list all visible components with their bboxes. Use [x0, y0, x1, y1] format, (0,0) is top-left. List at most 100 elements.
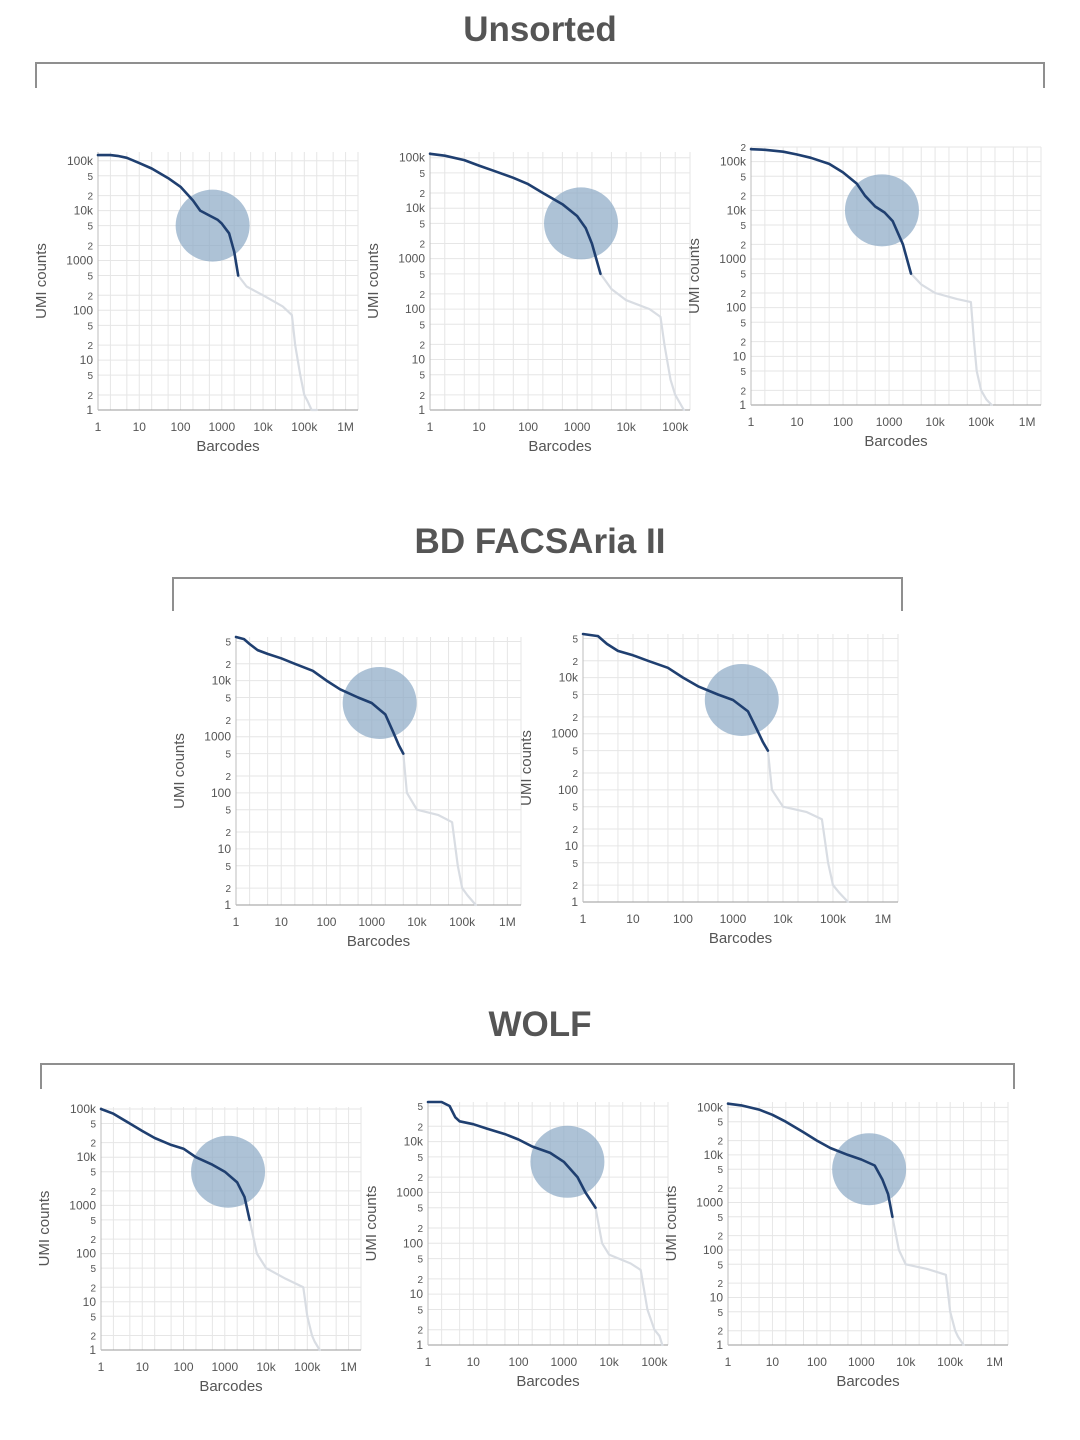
x-tick-label: 10k [253, 420, 273, 434]
y-tick-label: 2 [419, 340, 425, 351]
y-tick-label: 1000 [69, 1198, 96, 1212]
y-tick-label: 5 [87, 371, 93, 382]
y-tick-label: 2 [419, 391, 425, 402]
cells-curve [749, 147, 913, 275]
cells-curve [99, 1107, 251, 1222]
y-tick-label: 5 [740, 221, 746, 232]
y-tick-label: 2 [740, 192, 746, 203]
y-tick-label: 2 [90, 1283, 96, 1294]
y-tick-label: 1 [89, 1343, 96, 1357]
grid [97, 152, 359, 411]
cells-curve [96, 153, 240, 277]
x-tick-label: 100 [833, 415, 853, 429]
y-tick-label: 1000 [551, 727, 578, 741]
background-curve [248, 1218, 321, 1352]
x-tick-label: 10k [617, 420, 637, 434]
y-tick-label: 10 [80, 353, 94, 367]
y-tick-label: 5 [225, 637, 231, 648]
y-tick-label: 2 [417, 1224, 423, 1235]
x-tick-label: 1M [337, 420, 354, 434]
x-axis-label: Barcodes [836, 1373, 899, 1390]
x-tick-label: 10k [599, 1355, 619, 1369]
x-axis-label: Barcodes [516, 1373, 579, 1390]
y-tick-label: 100 [726, 301, 746, 315]
x-tick-label: 100 [518, 420, 538, 434]
y-tick-label: 100 [73, 303, 93, 317]
x-tick-label: 1 [233, 915, 240, 929]
y-tick-label: 1 [86, 403, 93, 417]
cells-curve [726, 1102, 894, 1219]
y-tick-label: 2 [87, 341, 93, 352]
y-tick-label: 5 [419, 270, 425, 281]
y-tick-label: 2 [90, 1331, 96, 1342]
y-tick-label: 10k [727, 203, 747, 217]
y-tick-label: 2 [87, 391, 93, 402]
y-tick-label: 2 [90, 1139, 96, 1150]
y-tick-label: 1000 [398, 252, 425, 266]
x-tick-label: 10 [136, 1360, 150, 1374]
x-tick-label: 10k [773, 912, 793, 926]
y-tick-label: 10 [410, 1287, 424, 1301]
y-tick-label: 2 [87, 241, 93, 252]
y-tick-label: 2 [419, 189, 425, 200]
y-tick-label: 1000 [66, 253, 93, 267]
y-tick-label: 1 [418, 403, 425, 417]
y-tick-label: 5 [740, 270, 746, 281]
y-tick-label: 5 [417, 1305, 423, 1316]
y-tick-label: 5 [417, 1153, 423, 1164]
y-tick-label: 10 [83, 1295, 97, 1309]
x-tick-label: 100k [449, 915, 476, 929]
x-tick-label: 100k [968, 415, 995, 429]
x-tick-label: 1 [425, 1355, 432, 1369]
y-tick-label: 100k [697, 1100, 724, 1114]
y-tick-label: 5 [419, 169, 425, 180]
cells-curve [428, 152, 602, 276]
x-tick-label: 1000 [358, 915, 385, 929]
y-tick-label: 5 [87, 172, 93, 183]
y-tick-label: 2 [225, 660, 231, 671]
y-tick-label: 100 [558, 783, 578, 797]
y-axis-label: UMI counts [686, 238, 703, 314]
cells-curve [234, 635, 405, 755]
x-tick-label: 1 [580, 912, 587, 926]
x-tick-label: 10 [133, 420, 147, 434]
x-tick-label: 100k [937, 1355, 964, 1369]
x-tick-label: 1000 [550, 1355, 577, 1369]
x-axis-label: Barcodes [709, 930, 772, 947]
background-curve [909, 272, 993, 407]
cell-knee-highlight [530, 1125, 605, 1198]
y-tick-label: 2 [740, 289, 746, 300]
x-axis-label: Barcodes [528, 438, 591, 455]
y-tick-label: 100k [720, 155, 747, 169]
y-tick-label: 1 [224, 898, 231, 912]
y-tick-label: 1000 [719, 252, 746, 266]
y-tick-label: 5 [417, 1255, 423, 1266]
y-tick-label: 5 [419, 371, 425, 382]
y-tick-label: 2 [225, 716, 231, 727]
y-tick-label: 1 [571, 895, 578, 909]
x-tick-label: 1M [340, 1360, 357, 1374]
y-tick-label: 5 [572, 859, 578, 870]
x-tick-label: 1 [95, 420, 102, 434]
y-tick-label: 100 [211, 786, 231, 800]
y-tick-label: 5 [87, 321, 93, 332]
y-tick-label: 2 [572, 825, 578, 836]
y-tick-label: 10k [404, 1135, 424, 1149]
y-axis-label: UMI counts [663, 1186, 680, 1262]
y-tick-label: 100k [70, 1102, 97, 1116]
y-tick-label: 5 [90, 1168, 96, 1179]
cell-knee-highlight [704, 663, 779, 736]
y-tick-label: 5 [740, 318, 746, 329]
y-tick-label: 5 [90, 1312, 96, 1323]
barcode-rank-plot-bd-1: 1 2 5 10 2 5 100 2 5 1000 2 5 10k 2 5 1 10 100 1000 10k 100k… [171, 635, 522, 950]
y-tick-label: 5 [572, 691, 578, 702]
x-tick-label: 100 [171, 420, 191, 434]
y-tick-label: 5 [717, 1260, 723, 1271]
section-bracket-bd-facsaria [172, 577, 903, 611]
y-tick-label: 5 [419, 320, 425, 331]
y-axis-label: UMI counts [171, 733, 188, 809]
y-tick-label: 2 [417, 1326, 423, 1337]
y-tick-label: 1 [716, 1338, 723, 1352]
